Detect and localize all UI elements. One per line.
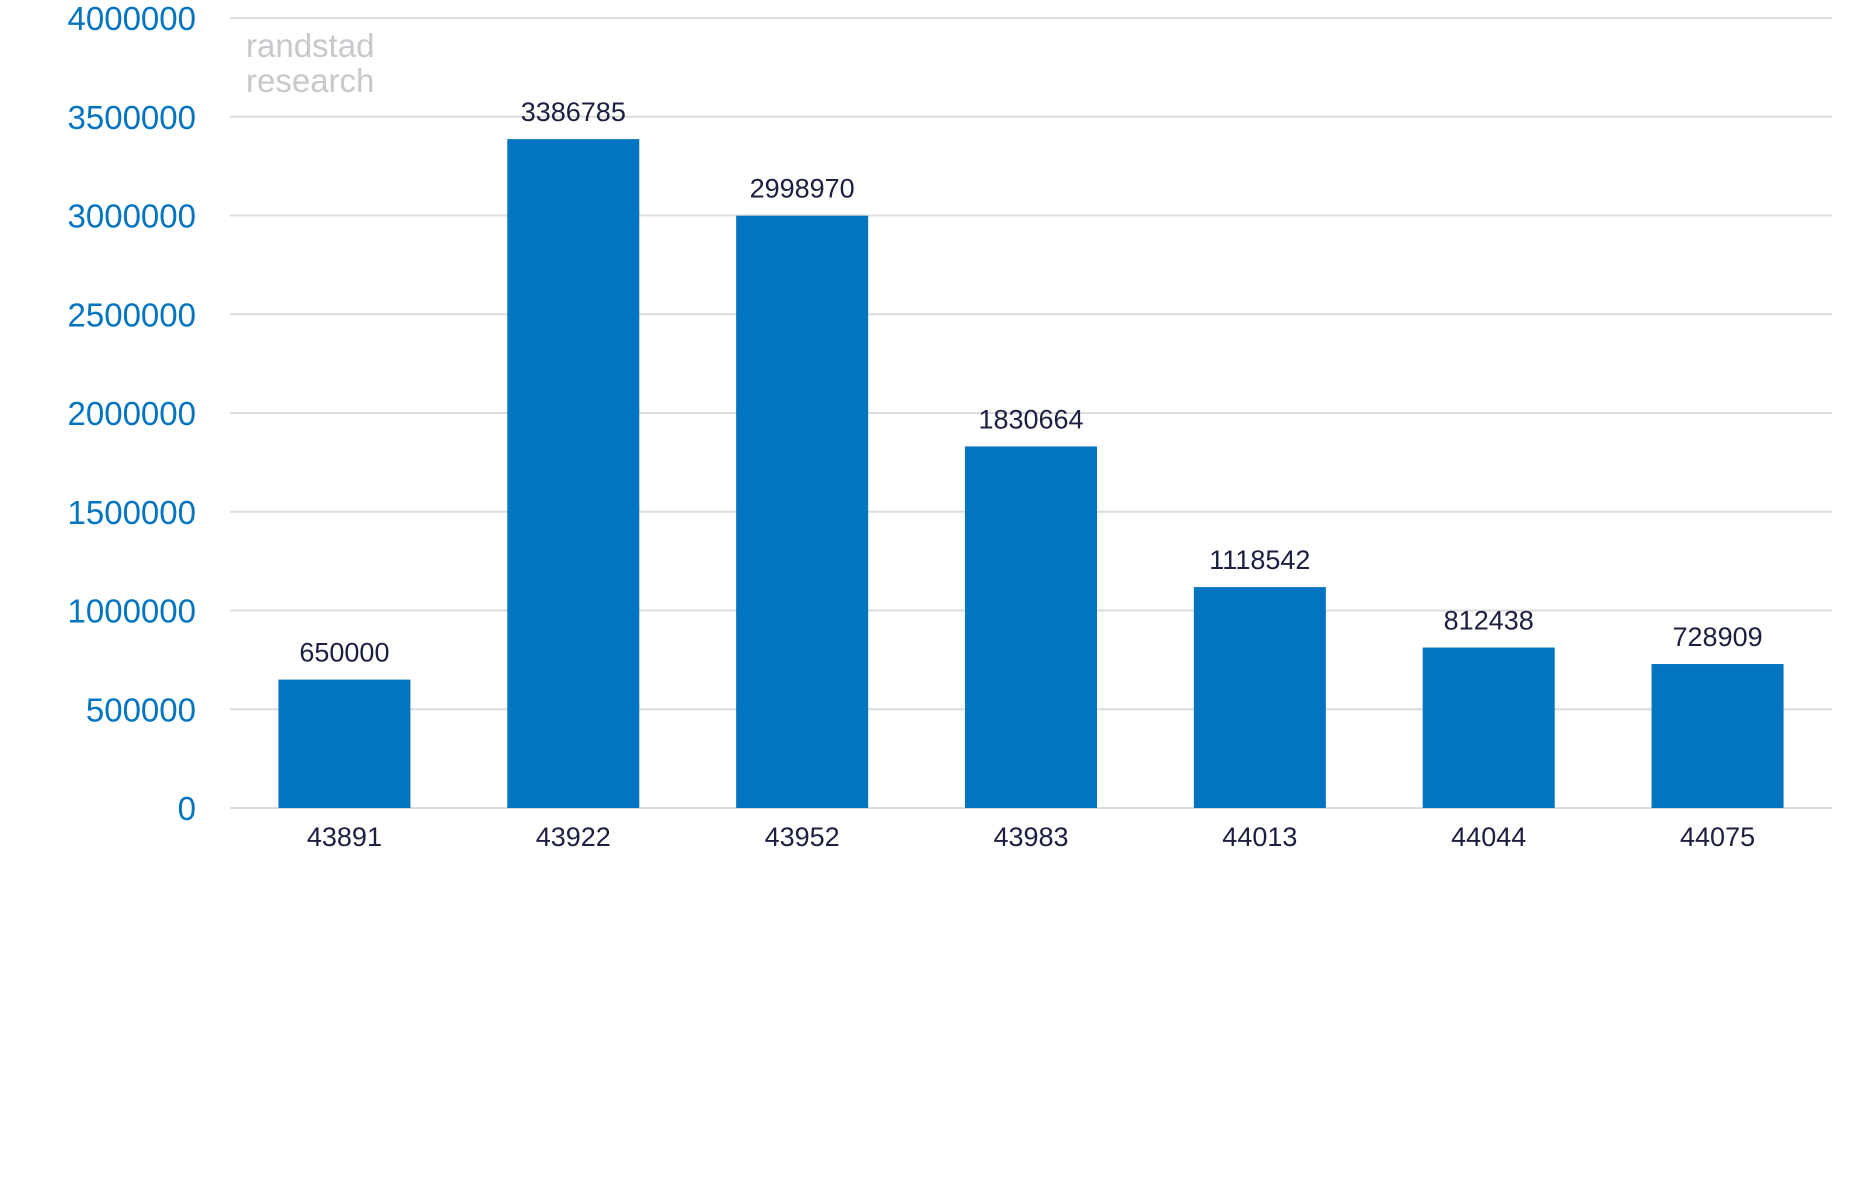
y-tick-label: 3500000	[68, 99, 196, 136]
x-tick-label: 44013	[1222, 822, 1297, 852]
data-label: 812438	[1444, 606, 1534, 636]
y-tick-label: 2500000	[68, 296, 196, 333]
gridlines	[230, 17, 1832, 809]
watermark-line-1: randstad	[246, 27, 374, 64]
bar	[1193, 587, 1326, 808]
y-tick-label: 1000000	[68, 593, 196, 630]
y-tick-label: 3000000	[68, 198, 196, 235]
data-label: 1118542	[1209, 545, 1310, 575]
x-axis-tick-labels: 43891 43922 43952 43983 44013 44044 44075	[307, 822, 1755, 852]
x-tick-label: 43922	[536, 822, 611, 852]
bar	[507, 139, 640, 808]
x-tick-label: 43983	[993, 822, 1068, 852]
x-tick-label: 43891	[307, 822, 382, 852]
data-label: 728909	[1673, 622, 1763, 652]
x-tick-label: 44044	[1451, 822, 1526, 852]
x-tick-label: 43952	[765, 822, 840, 852]
x-tick-label: 44075	[1680, 822, 1755, 852]
data-label: 3386785	[521, 97, 626, 127]
y-tick-label: 4000000	[68, 0, 196, 37]
bars	[278, 139, 1784, 808]
bar	[1422, 647, 1555, 808]
y-tick-label: 0	[178, 790, 196, 827]
bar	[1651, 664, 1784, 808]
y-axis-tick-labels: 0 500000 1000000 1500000 2000000 2500000 30000…	[68, 0, 196, 827]
y-tick-label: 2000000	[68, 395, 196, 432]
data-label: 2998970	[750, 174, 855, 204]
bar	[965, 446, 1097, 808]
y-tick-label: 500000	[86, 691, 196, 728]
data-label: 650000	[299, 638, 389, 668]
data-label: 1830664	[978, 404, 1083, 434]
bar	[736, 215, 869, 808]
watermark: randstad research	[246, 27, 374, 99]
bar	[278, 679, 411, 808]
watermark-line-2: research	[246, 62, 374, 99]
y-tick-label: 1500000	[68, 494, 196, 531]
data-labels: 650000 3386785 2998970 1830664 1118542 812438…	[299, 97, 1762, 668]
